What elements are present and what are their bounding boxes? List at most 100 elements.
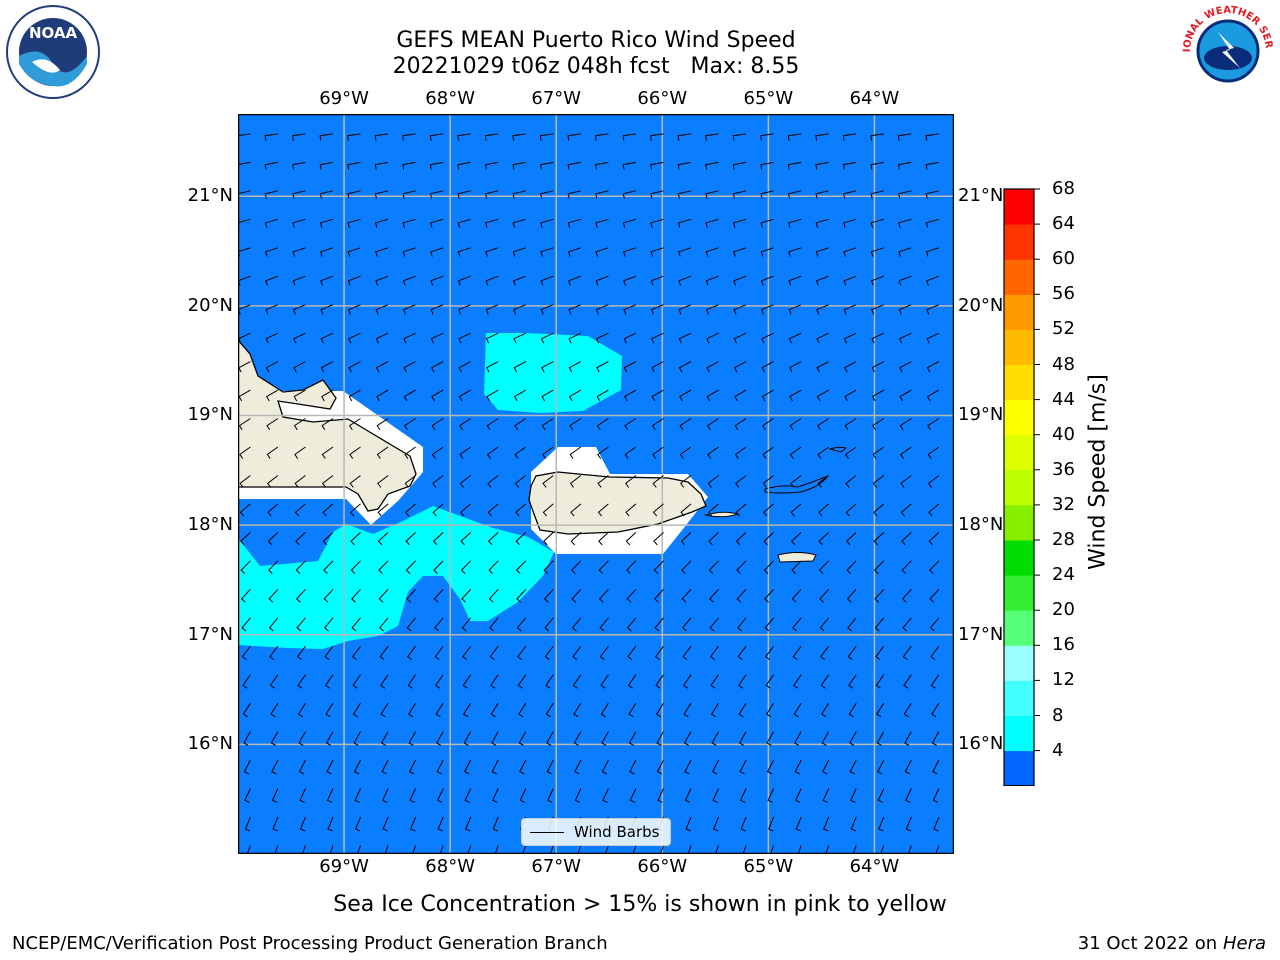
wind-barb <box>293 389 306 402</box>
wind-barb <box>709 588 719 603</box>
colorbar-segment <box>1004 469 1034 506</box>
wind-barb <box>513 304 526 315</box>
wind-barb <box>684 759 692 775</box>
colorbar-segment <box>1004 434 1034 471</box>
wind-barb <box>791 588 802 603</box>
wind-barb <box>739 788 747 803</box>
wind-barb <box>788 275 802 286</box>
lat-label-right: 21°N <box>958 185 1004 207</box>
wind-barb <box>437 816 444 832</box>
wind-barb <box>925 190 940 199</box>
wind-barb <box>352 702 361 718</box>
wind-barb <box>268 588 279 603</box>
wind-barb <box>795 788 802 803</box>
wind-barb <box>574 759 582 775</box>
wind-barb <box>319 133 334 141</box>
wind-barb <box>239 503 251 517</box>
wind-barb <box>626 588 637 603</box>
colorbar-tick-label: 68 <box>1052 178 1075 199</box>
wind-barb <box>567 190 582 199</box>
wind-barb <box>295 560 306 574</box>
wind-barb <box>491 759 499 775</box>
wind-barb <box>926 332 940 344</box>
wind-barb <box>577 845 582 854</box>
wind-barb <box>900 446 912 459</box>
wind-barb <box>822 788 830 803</box>
wind-barb <box>709 617 719 632</box>
wind-barb <box>406 588 416 603</box>
wind-barb <box>267 532 279 546</box>
wind-barb <box>710 702 719 718</box>
wind-barb <box>685 816 692 832</box>
wind-barb <box>653 588 664 603</box>
wind-barb <box>732 133 747 141</box>
colorbar-tick-label: 40 <box>1052 423 1075 445</box>
lon-label-bottom: 64°W <box>849 856 900 877</box>
wind-barb <box>347 133 361 141</box>
wind-barb <box>295 532 306 546</box>
wind-barb <box>594 133 609 141</box>
wind-barb <box>596 389 609 402</box>
wind-barb <box>848 674 857 689</box>
wind-barb <box>542 475 554 488</box>
wind-barb <box>708 560 719 574</box>
wind-barb <box>654 617 664 632</box>
wind-barb <box>817 418 829 431</box>
wind-barb <box>512 275 526 286</box>
wind-barb <box>568 304 582 315</box>
wind-barb <box>622 218 637 228</box>
wind-barb <box>679 389 692 402</box>
wind-barb <box>926 361 940 373</box>
wind-barb <box>707 446 719 459</box>
lat-label-right: 19°N <box>958 404 1004 426</box>
wind-barb <box>787 218 802 228</box>
wind-barb <box>267 503 279 517</box>
wind-barb <box>350 560 361 574</box>
wind-barb <box>380 702 389 718</box>
wind-barb <box>926 304 940 315</box>
wind-barb <box>377 503 389 517</box>
wind-barb <box>319 161 334 170</box>
wind-barb <box>375 247 389 257</box>
wind-barb <box>459 475 472 488</box>
wind-barb <box>460 503 472 517</box>
wind-barb <box>540 304 554 315</box>
wind-barb <box>652 446 664 459</box>
wind-barb <box>292 218 306 228</box>
lat-label-left: 19°N <box>187 404 233 426</box>
wind-barb <box>544 617 554 632</box>
wind-barb <box>714 845 719 854</box>
colorbar-segment <box>1004 224 1034 260</box>
wind-barb <box>460 532 472 546</box>
wind-barb <box>764 588 774 603</box>
colorbar-segment <box>1004 399 1034 436</box>
wind-barb <box>457 275 471 286</box>
wind-barb <box>264 190 279 199</box>
wind-barb <box>322 503 334 517</box>
wind-barb <box>677 133 692 141</box>
wind-barb <box>380 731 389 746</box>
colorbar-tick-label: 48 <box>1052 353 1075 375</box>
wind-barb <box>461 588 472 603</box>
wind-barb <box>762 475 774 488</box>
wind-barb <box>403 389 416 402</box>
wind-barb <box>931 702 940 718</box>
wind-barb <box>597 446 609 459</box>
colorbar-frame <box>1003 188 1035 786</box>
wind-barb <box>928 560 940 574</box>
wind-barb <box>568 389 582 402</box>
lon-label-bottom: 68°W <box>425 856 475 877</box>
wind-barb <box>930 645 940 660</box>
wind-barb <box>705 190 719 199</box>
colorbar-segment <box>1004 329 1034 365</box>
wind-barb <box>677 161 692 170</box>
wind-barb <box>652 503 664 517</box>
wind-barb <box>904 731 912 746</box>
wind-barb <box>540 247 554 257</box>
wind-barb <box>567 133 581 141</box>
wind-barb <box>353 759 361 775</box>
wind-barb <box>706 332 719 344</box>
wind-barb <box>240 588 251 603</box>
wind-barb <box>819 617 830 632</box>
wind-barb <box>570 503 582 517</box>
